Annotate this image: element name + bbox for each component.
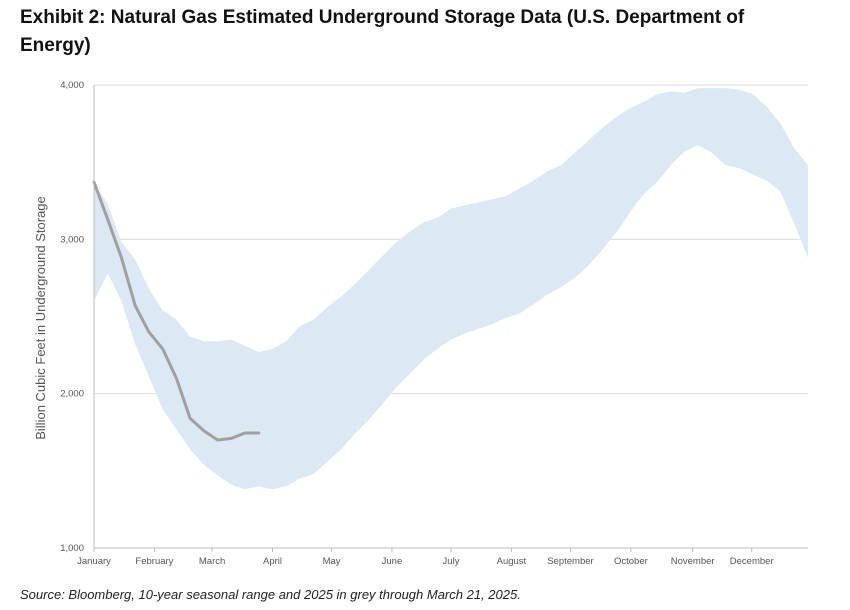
y-tick-label-1000: 1,000 [60,543,84,554]
storage-2025-line [92,180,261,442]
storage-2025-layer [92,180,261,442]
y-tick-label-2000: 2,000 [60,389,84,400]
x-tick-label-may: May [323,556,341,567]
seasonal-range-band [94,88,808,490]
y-tick-label-4000: 4,000 [60,80,84,91]
x-tick-label-january: January [77,556,111,567]
x-tick-label-august: August [497,556,527,567]
x-tick-label-march: March [199,556,225,567]
chart-title: Exhibit 2: Natural Gas Estimated Undergr… [20,7,745,56]
x-tick-label-november: November [671,556,715,567]
x-tick-label-june: June [382,556,403,567]
x-tick-label-october: October [614,556,648,567]
source-note: Source: Bloomberg, 10-year seasonal rang… [20,587,521,602]
y-tick-label-3000: 3,000 [60,234,84,245]
x-tick-label-december: December [730,556,774,567]
y-axis-label: Billion Cubic Feet in Underground Storag… [33,196,48,440]
axes: 1,000 2,000 3,000 4,000 January February March… [60,80,808,567]
x-tick-label-february: February [135,556,173,567]
x-tick-label-september: September [547,556,593,567]
seasonal-range-layer [94,88,808,490]
x-tick-label-july: July [443,556,460,567]
x-tick-label-april: April [263,556,282,567]
